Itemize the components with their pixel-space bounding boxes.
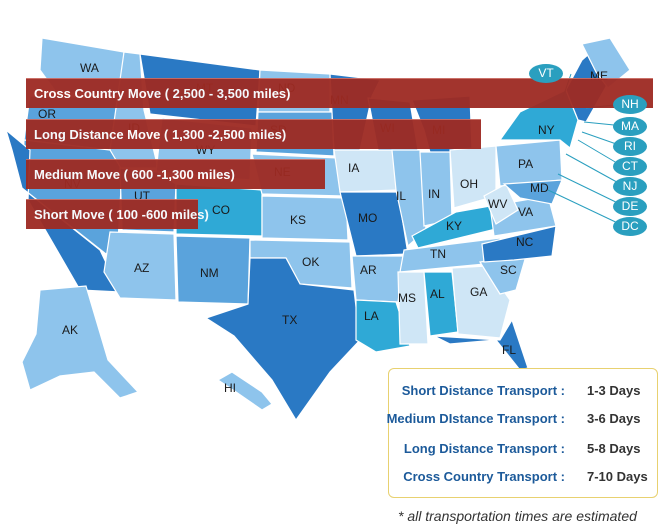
label-nm: NM [200, 266, 219, 280]
label-ms: MS [398, 291, 416, 305]
legend-row-name: Cross Country Transport : [403, 469, 565, 484]
transport-times-legend: Short Distance Transport : 1-3 Days Medi… [386, 368, 658, 498]
state-tx[interactable] [204, 257, 361, 422]
label-ak: AK [62, 323, 78, 337]
label-fl: FL [502, 343, 516, 357]
legend-row-name: Medium DIstance Transport : [386, 411, 565, 426]
callout-ma[interactable]: MA [613, 117, 647, 136]
label-co: CO [212, 203, 230, 217]
callout-nj[interactable]: NJ [613, 177, 647, 196]
bar-cross-country-move: Cross Country Move ( 2,500 - 3,500 miles… [26, 78, 653, 108]
label-ny: NY [538, 123, 555, 137]
callout-dc[interactable]: DC [613, 217, 647, 236]
label-wa: WA [80, 61, 99, 75]
state-ks[interactable] [261, 195, 349, 241]
label-hi: HI [224, 381, 236, 395]
label-az: AZ [134, 261, 149, 275]
label-ga: GA [470, 285, 487, 299]
legend-row: Long Distance Transport : 5-8 Days [389, 441, 657, 461]
callout-ri[interactable]: RI [613, 137, 647, 156]
legend-row-value: 5-8 Days [587, 441, 641, 456]
label-al: AL [430, 287, 445, 301]
label-pa: PA [518, 157, 533, 171]
legend-row-value: 7-10 Days [587, 469, 648, 484]
bar-long-distance-move: Long Distance Move ( 1,300 -2,500 miles) [26, 119, 481, 149]
bar-label: Long Distance Move ( 1,300 -2,500 miles) [34, 127, 287, 142]
legend-row-name: Long Distance Transport : [403, 441, 565, 456]
legend-row-value: 3-6 Days [587, 411, 641, 426]
label-oh: OH [460, 177, 478, 191]
label-ky: KY [446, 219, 462, 233]
state-nc[interactable] [481, 225, 557, 263]
label-va: VA [518, 205, 533, 219]
label-sc: SC [500, 263, 517, 277]
label-md: MD [530, 181, 549, 195]
state-wv[interactable] [483, 183, 519, 225]
bar-short-move: Short Move ( 100 -600 miles) [26, 199, 209, 229]
callout-vt[interactable]: VT [529, 64, 563, 83]
label-in: IN [428, 187, 440, 201]
bar-label: Short Move ( 100 -600 miles) [34, 207, 209, 222]
state-ar[interactable] [351, 255, 405, 303]
footnote: * all transportation times are estimated [398, 508, 637, 524]
state-az[interactable] [103, 231, 177, 301]
label-ok: OK [302, 255, 319, 269]
state-ia[interactable] [333, 149, 399, 193]
callout-ct[interactable]: CT [613, 157, 647, 176]
state-ak[interactable] [21, 285, 140, 399]
state-la[interactable] [355, 299, 411, 353]
state-ms[interactable] [397, 271, 429, 345]
legend-row: Medium DIstance Transport : 3-6 Days [386, 411, 657, 431]
bar-label: Medium Move ( 600 -1,300 miles) [34, 167, 235, 182]
state-hi[interactable] [216, 371, 273, 411]
state-md[interactable] [502, 179, 563, 205]
label-ar: AR [360, 263, 377, 277]
label-la: LA [364, 309, 379, 323]
legend-row-name: Short Distance Transport : [401, 383, 565, 398]
legend-row: Cross Country Transport : 7-10 Days [389, 469, 657, 489]
label-ia: IA [348, 161, 359, 175]
label-ks: KS [290, 213, 306, 227]
label-or: OR [38, 107, 56, 121]
label-mo: MO [358, 211, 377, 225]
callout-de[interactable]: DE [613, 197, 647, 216]
callout-nh[interactable]: NH [613, 95, 647, 114]
label-wv: WV [488, 197, 507, 211]
legend-row: Short Distance Transport : 1-3 Days [389, 383, 657, 403]
label-nc: NC [516, 235, 534, 249]
bar-label: Cross Country Move ( 2,500 - 3,500 miles… [34, 86, 291, 101]
label-tn: TN [430, 247, 446, 261]
legend-row-value: 1-3 Days [587, 383, 641, 398]
label-il: IL [396, 189, 406, 203]
bar-medium-move: Medium Move ( 600 -1,300 miles) [26, 159, 325, 189]
label-tx: TX [282, 313, 297, 327]
